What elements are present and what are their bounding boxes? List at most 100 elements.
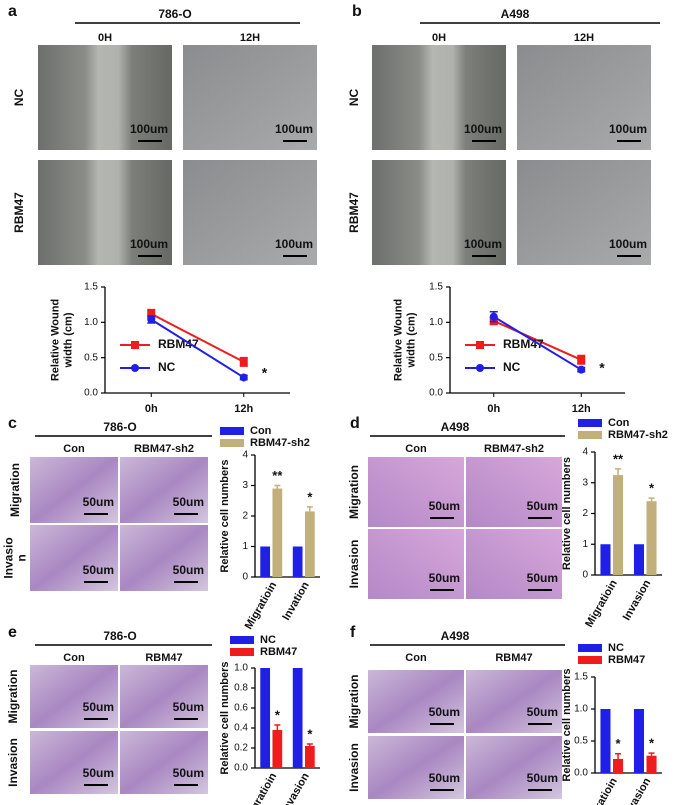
error-bar xyxy=(274,724,281,730)
y-tick-label: 0.5 xyxy=(429,352,443,363)
micrograph xyxy=(517,45,651,150)
x-tick-label: 12h xyxy=(234,403,253,415)
legend-marker xyxy=(476,341,484,349)
micrograph xyxy=(372,160,506,265)
panel-letter: c xyxy=(8,415,17,432)
micrograph xyxy=(466,529,562,599)
scale-bar-label: 50um xyxy=(429,705,460,719)
y-tick-label: 0.5 xyxy=(574,736,588,747)
row-label-group: Migration xyxy=(347,465,361,519)
scale-bar-label: 50um xyxy=(83,700,114,714)
x-tick-label: Migratioin xyxy=(583,776,620,805)
x-tick-label: Invasion xyxy=(279,771,312,805)
legend-label: NC xyxy=(503,360,521,374)
x-tick-label: Migratioin xyxy=(243,771,280,805)
column-label: Con xyxy=(63,443,85,455)
bar xyxy=(304,511,315,577)
micrograph xyxy=(38,45,172,150)
column-label: 0H xyxy=(98,32,112,44)
scale-bar-label: 50um xyxy=(83,766,114,780)
scale-bar-label: 100um xyxy=(609,237,647,251)
legend-swatch xyxy=(578,644,602,652)
legend-label: NC xyxy=(260,634,276,646)
y-tick-label: 0.0 xyxy=(429,388,443,399)
bar xyxy=(633,544,644,575)
legend-label: RBM47 xyxy=(260,646,297,658)
scale-bar-label: 100um xyxy=(275,122,313,136)
column-label: 12H xyxy=(240,32,260,44)
series-line xyxy=(493,320,582,361)
y-tick-label: 0.0 xyxy=(84,388,98,399)
micrograph xyxy=(120,731,208,794)
legend-swatch xyxy=(578,431,602,439)
column-label: Con xyxy=(63,652,85,664)
x-tick-label: Invation xyxy=(280,580,312,623)
scale-bar-label: 100um xyxy=(609,122,647,136)
scale-bar-label: 50um xyxy=(83,495,114,509)
row-label-group: NC xyxy=(12,89,26,107)
bar xyxy=(292,668,303,768)
y-tick-label: 1.5 xyxy=(429,282,443,293)
scale-bar-label: 50um xyxy=(429,571,460,585)
row-label: n xyxy=(15,554,29,561)
legend-swatch xyxy=(220,427,244,435)
y-axis-label-group: Relative cell numbers xyxy=(219,661,231,774)
bar xyxy=(260,546,271,577)
y-tick-label: 1.0 xyxy=(84,317,98,328)
y-tick-label: 2 xyxy=(582,508,588,519)
legend-label: NC xyxy=(158,360,176,374)
y-tick-label: 2 xyxy=(242,511,248,522)
row-label-group: Migration xyxy=(8,463,22,517)
y-tick-label: 1.5 xyxy=(574,672,588,683)
error-bar xyxy=(306,743,313,746)
row-label-group: Migration xyxy=(6,670,20,724)
annotation: ** xyxy=(613,451,624,466)
bar xyxy=(600,709,611,773)
y-tick-label: 0.0 xyxy=(234,763,248,774)
marker xyxy=(147,309,156,318)
series-line xyxy=(493,315,582,371)
x-tick-label: 0h xyxy=(145,403,158,415)
error-bar xyxy=(648,752,655,756)
panel-letter: a xyxy=(8,3,17,20)
scale-bar-label: 50um xyxy=(173,700,204,714)
scale-bar-label: 50um xyxy=(527,499,558,513)
row-label: RBM47 xyxy=(12,192,26,233)
legend-swatch xyxy=(578,656,602,664)
column-label: 0H xyxy=(432,32,446,44)
marker xyxy=(239,357,248,366)
row-label-group: Migration xyxy=(347,675,361,729)
scale-bar-label: 50um xyxy=(429,499,460,513)
scale-bar-label: 100um xyxy=(275,237,313,251)
y-tick-label: 0.2 xyxy=(234,743,248,754)
row-label-group: Invasion xyxy=(347,540,361,589)
row-label: Migration xyxy=(8,463,22,517)
legend-label: RBM47 xyxy=(608,654,645,666)
y-tick-label: 0.0 xyxy=(574,768,588,779)
micrograph xyxy=(120,665,208,728)
micrograph xyxy=(30,457,118,523)
row-label-group: Invasion xyxy=(6,738,20,787)
bar xyxy=(646,755,657,773)
row-label: Invasion xyxy=(347,540,361,589)
scale-bar-label: 100um xyxy=(130,237,168,251)
y-tick-label: 4 xyxy=(582,447,588,458)
micrograph xyxy=(368,457,464,527)
micrograph xyxy=(466,670,562,733)
y-axis-label: Relative Wound xyxy=(49,299,61,381)
panel-letter: b xyxy=(352,3,362,20)
legend-swatch xyxy=(220,439,244,447)
micrograph xyxy=(30,731,118,794)
marker xyxy=(577,365,586,374)
micrograph xyxy=(368,529,464,599)
column-label: RBM47 xyxy=(145,652,182,664)
y-axis-label: Relative cell numbers xyxy=(561,457,573,570)
panel-header: A498 xyxy=(441,629,470,643)
row-label-group: RBM47 xyxy=(12,192,26,233)
annotation: * xyxy=(275,707,281,722)
bar xyxy=(600,544,611,575)
y-tick-label: 1.5 xyxy=(84,282,98,293)
panel-header: A498 xyxy=(501,7,530,21)
error-bar xyxy=(615,468,622,476)
panel-letter: d xyxy=(350,415,360,432)
